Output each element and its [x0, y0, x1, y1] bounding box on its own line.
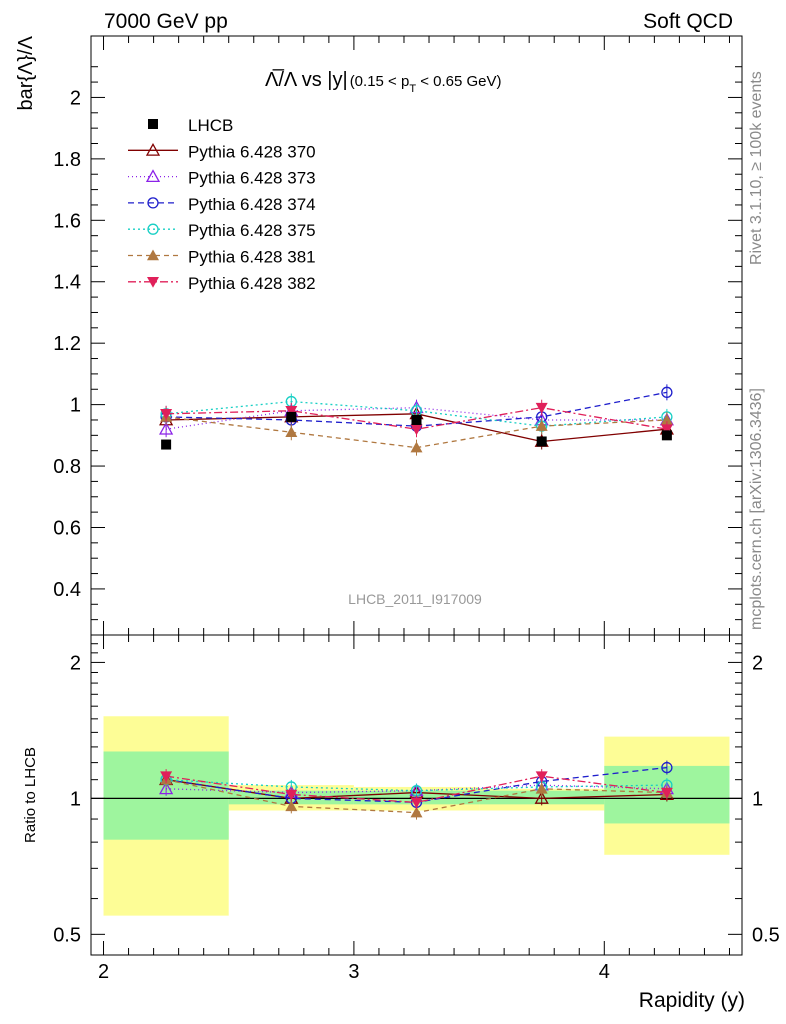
y-tick-label: 1.8 — [53, 149, 81, 171]
x-tick-label: 3 — [348, 961, 359, 983]
ratio-tick-label: 2 — [70, 652, 81, 674]
series-point — [410, 441, 423, 453]
y-tick-label: 0.4 — [53, 579, 81, 601]
x-axis-label: Rapidity (y) — [639, 989, 745, 1012]
ratio-series-point — [285, 800, 298, 812]
ratio-tick-label-right: 0.5 — [752, 924, 780, 946]
ratio-series-point — [159, 781, 174, 795]
series-point — [660, 413, 673, 425]
legend: LHCB Pythia 6.428 370 Pythia 6.428 373 Pyth… — [128, 116, 316, 293]
x-tick-label: 4 — [599, 961, 610, 983]
legend-label: Pythia 6.428 374 — [188, 195, 316, 214]
plot-title: Λ̅/Λ vs |y| (0.15 < pT < 0.65 GeV) — [265, 68, 502, 95]
series-point — [285, 405, 298, 417]
legend-label: Pythia 6.428 373 — [188, 169, 316, 188]
ratio-series-point — [160, 771, 173, 783]
y-tick-label: 0.8 — [53, 456, 81, 478]
series-point — [661, 386, 673, 398]
ratio-series-point — [410, 797, 423, 809]
ratio-series-point — [410, 806, 423, 818]
ratio-series-point — [661, 761, 673, 774]
data-point — [286, 411, 297, 422]
ratio-series-point — [535, 782, 548, 794]
data-point — [411, 414, 422, 425]
main-plot-series — [159, 384, 674, 456]
ratio-series-point — [660, 787, 673, 799]
y-tick-label: 1.4 — [53, 272, 81, 294]
series-point — [410, 424, 423, 436]
ratio-tick-label: 0.5 — [53, 924, 81, 946]
source-label: mcplots.cern.ch [arXiv:1306.3436] — [748, 388, 765, 630]
ratio-tick-label-right: 2 — [752, 652, 763, 674]
legend-marker — [147, 249, 159, 261]
series-line — [166, 407, 667, 430]
legend-marker — [147, 277, 159, 288]
ratio-plot-series — [159, 760, 674, 820]
series-point — [159, 421, 174, 435]
y-tick-label: 1.6 — [53, 210, 81, 232]
x-tick-label: 2 — [98, 961, 109, 983]
legend-label: Pythia 6.428 381 — [188, 248, 316, 267]
ratio-tick-label: 1 — [70, 788, 81, 810]
y-tick-label: 0.6 — [53, 517, 81, 539]
series-point — [535, 402, 548, 414]
y-tick-label: 2 — [70, 87, 81, 109]
legend-label: Pythia 6.428 382 — [188, 274, 316, 293]
ratio-series-point — [285, 789, 298, 801]
legend-data-marker — [148, 119, 158, 129]
energy-label: 7000 GeV pp — [104, 10, 228, 33]
legend-marker — [145, 169, 161, 183]
ratio-series-point — [534, 791, 549, 804]
legend-data-label: LHCB — [188, 116, 233, 135]
series-point — [660, 424, 673, 436]
y-axis-label: bar{Λ}/Λ — [15, 35, 37, 110]
category-label: Soft QCD — [643, 10, 733, 33]
series-point — [160, 409, 173, 420]
ratio-tick-label-right: 1 — [752, 788, 763, 810]
ratio-y-axis-label: Ratio to LHCB — [22, 747, 39, 843]
data-point — [161, 439, 172, 450]
y-tick-label: 1 — [70, 395, 81, 417]
legend-label: Pythia 6.428 375 — [188, 221, 316, 240]
analysis-watermark: LHCB_2011_I917009 — [348, 591, 482, 607]
legend-marker — [147, 197, 159, 209]
legend-marker — [147, 223, 159, 235]
ratio-plot-frame — [90, 634, 743, 956]
y-tick-label: 1.2 — [53, 333, 81, 355]
data-point — [661, 430, 672, 441]
series-point — [285, 426, 298, 438]
rivet-label: Rivet 3.1.10, ≥ 100k events — [748, 71, 765, 265]
legend-label: Pythia 6.428 370 — [188, 142, 316, 161]
ratio-series-point — [535, 771, 548, 783]
legend-marker — [145, 142, 161, 156]
axis-ticks: 0.4 0.6 0.8 1 1.2 1.4 1.6 1.8 2 2 3 4 0.5 0.5 1 1 2 2 — [53, 36, 780, 983]
series-point — [535, 420, 548, 431]
data-point — [536, 436, 547, 447]
